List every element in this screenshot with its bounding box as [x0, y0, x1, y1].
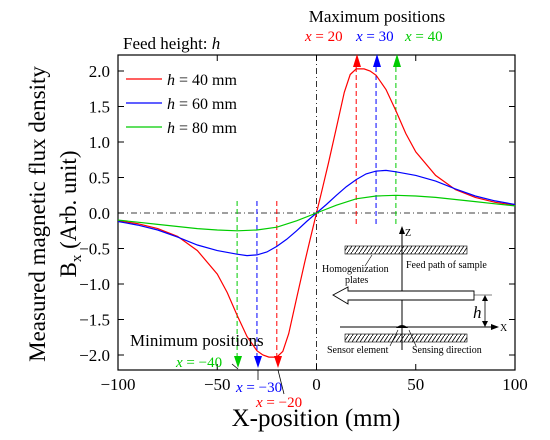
- sensor-element-label: Sensor element: [327, 345, 389, 356]
- y-axis-label: Measured magnetic flux density Bx (Arb. …: [25, 66, 85, 362]
- max-label-x20: x = 20: [304, 29, 343, 45]
- axis-ticks: −100 −50 0 50 100 2.0 1.5 1.0 0.5 0.0 −0.5 −1.0 −1.5…: [79, 55, 528, 394]
- x-axis-label: X-position (mm): [232, 405, 401, 432]
- min-arrow-green: [234, 356, 242, 368]
- feed-path-label: Feed path of sample: [406, 260, 487, 271]
- max-arrow-blue: [373, 54, 381, 67]
- legend: h = 40 mm h = 60 mm h = 80 mm: [126, 72, 237, 137]
- max-arrow-green: [393, 54, 401, 67]
- max-arrow-red: [353, 54, 361, 67]
- x-tick-label-1: −50: [204, 375, 231, 394]
- min-pointer-green: [231, 363, 239, 370]
- max-positions-title: Maximum positions: [309, 7, 445, 26]
- y-tick-label-4: 0.0: [89, 204, 110, 223]
- min-label-xm30: x = −30: [235, 380, 282, 396]
- series-line-2: [118, 194, 515, 232]
- height-arrow-top: [482, 295, 488, 301]
- z-axis-label: Z: [405, 228, 411, 239]
- height-arrow-bottom: [482, 321, 488, 327]
- x-tick-label-2: 0: [312, 375, 321, 394]
- min-label-xm20: x = −20: [255, 395, 302, 411]
- y-tick-label-6: −1.0: [79, 275, 110, 294]
- x-axis-schematic-label: X: [500, 323, 508, 334]
- y-tick-label-0: 2.0: [89, 62, 110, 81]
- min-pointer-red: [277, 369, 285, 395]
- sample-feed-arrow: [332, 286, 475, 305]
- y-tick-label-1: 1.5: [89, 98, 110, 117]
- min-arrow-blue: [254, 356, 262, 368]
- y-tick-label-8: −2.0: [79, 346, 110, 365]
- sensor-pointer: [389, 329, 399, 347]
- z-axis-arrowhead: [399, 226, 405, 234]
- sensing-pointer: [408, 329, 417, 347]
- min-arrow-red: [274, 356, 282, 368]
- upper-homogenization-plate: [344, 245, 468, 255]
- min-label-xm40: x = −40: [175, 355, 222, 371]
- homogenization-pointer: [364, 254, 373, 267]
- x-tick-label-3: 50: [407, 375, 424, 394]
- y-axis-label-line2: Bx (Arb. unit): [56, 151, 85, 278]
- x-tick-label-4: 100: [502, 375, 528, 394]
- legend-label-h80: h = 80 mm: [167, 120, 237, 137]
- y-axis-label-line1: Measured magnetic flux density: [25, 66, 50, 362]
- homogenization-label-1: Homogenization: [322, 264, 389, 275]
- y-tick-label-7: −1.5: [79, 311, 110, 330]
- min-positions-title: Minimum positions: [130, 331, 264, 350]
- min-positions-annotation: Minimum positions x = −40 x = −30 x = −2…: [130, 331, 302, 411]
- sensor-element: [396, 325, 408, 328]
- x-axis-arrowhead: [491, 324, 499, 330]
- max-label-x30: x = 30: [355, 29, 394, 45]
- y-tick-label-5: −0.5: [79, 240, 110, 259]
- y-tick-label-3: 0.5: [89, 169, 110, 188]
- height-label: h: [473, 303, 482, 322]
- max-positions-annotation: Maximum positions x = 20 x = 30 x = 40: [304, 7, 445, 67]
- legend-label-h60: h = 60 mm: [167, 96, 237, 113]
- feed-height-label: Feed height: h: [123, 34, 220, 53]
- max-label-x40: x = 40: [404, 29, 443, 45]
- homogenization-label-2: plates: [345, 275, 368, 286]
- lower-homogenization-plate: [344, 333, 468, 343]
- setup-schematic: Z X h Homogenization plates Feed path of…: [322, 226, 508, 356]
- y-tick-label-2: 1.0: [89, 133, 110, 152]
- legend-label-h40: h = 40 mm: [167, 72, 237, 89]
- sensing-direction-label: Sensing direction: [412, 345, 482, 356]
- series-curves: [118, 68, 515, 358]
- x-tick-label-0: −100: [100, 375, 135, 394]
